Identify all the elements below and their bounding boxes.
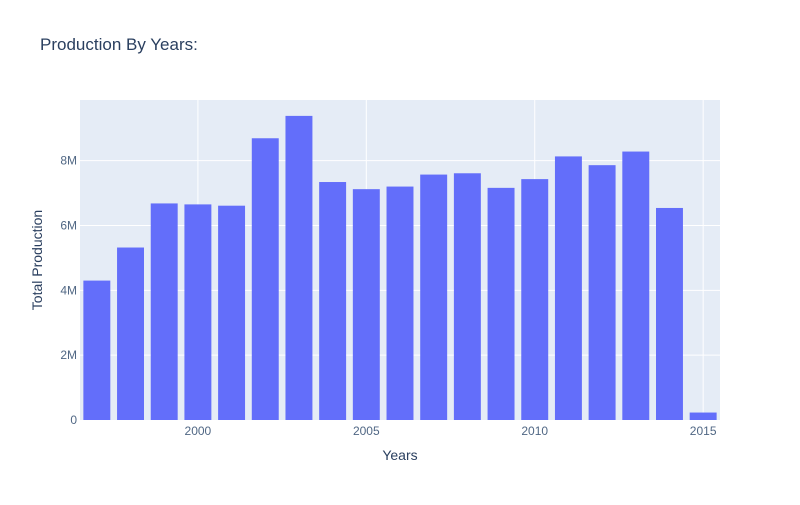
bar <box>352 189 380 420</box>
bar <box>319 182 347 420</box>
bar <box>218 205 246 420</box>
y-tick-label: 6M <box>60 218 77 232</box>
y-axis-ticks: 0 2M 4M 6M 8M <box>60 154 77 427</box>
x-tick-label: 2010 <box>521 424 548 438</box>
x-axis-label: Years <box>382 447 417 463</box>
y-axis-label: Total Production <box>29 210 45 310</box>
bar <box>453 173 481 420</box>
x-axis-ticks: 2000 2005 2010 2015 <box>185 424 717 438</box>
bar <box>285 115 313 420</box>
bar <box>487 187 515 420</box>
bar <box>622 151 650 420</box>
y-tick-label: 4M <box>60 283 77 297</box>
y-tick-label: 8M <box>60 154 77 168</box>
x-tick-label: 2005 <box>353 424 380 438</box>
bars <box>83 115 717 421</box>
bar <box>521 179 549 420</box>
bar <box>251 138 279 421</box>
bar <box>554 156 582 420</box>
bar <box>184 204 212 420</box>
chart-title: Production By Years: <box>40 35 198 54</box>
y-tick-label: 2M <box>60 348 77 362</box>
bar <box>588 165 616 420</box>
bar <box>83 280 111 420</box>
bar <box>656 207 683 420</box>
bar <box>117 247 144 420</box>
bar <box>150 203 178 420</box>
bar <box>386 186 414 420</box>
bar <box>420 174 448 420</box>
y-tick-label: 0 <box>70 413 77 427</box>
bar <box>689 412 717 420</box>
x-tick-label: 2000 <box>185 424 212 438</box>
x-tick-label: 2015 <box>690 424 717 438</box>
